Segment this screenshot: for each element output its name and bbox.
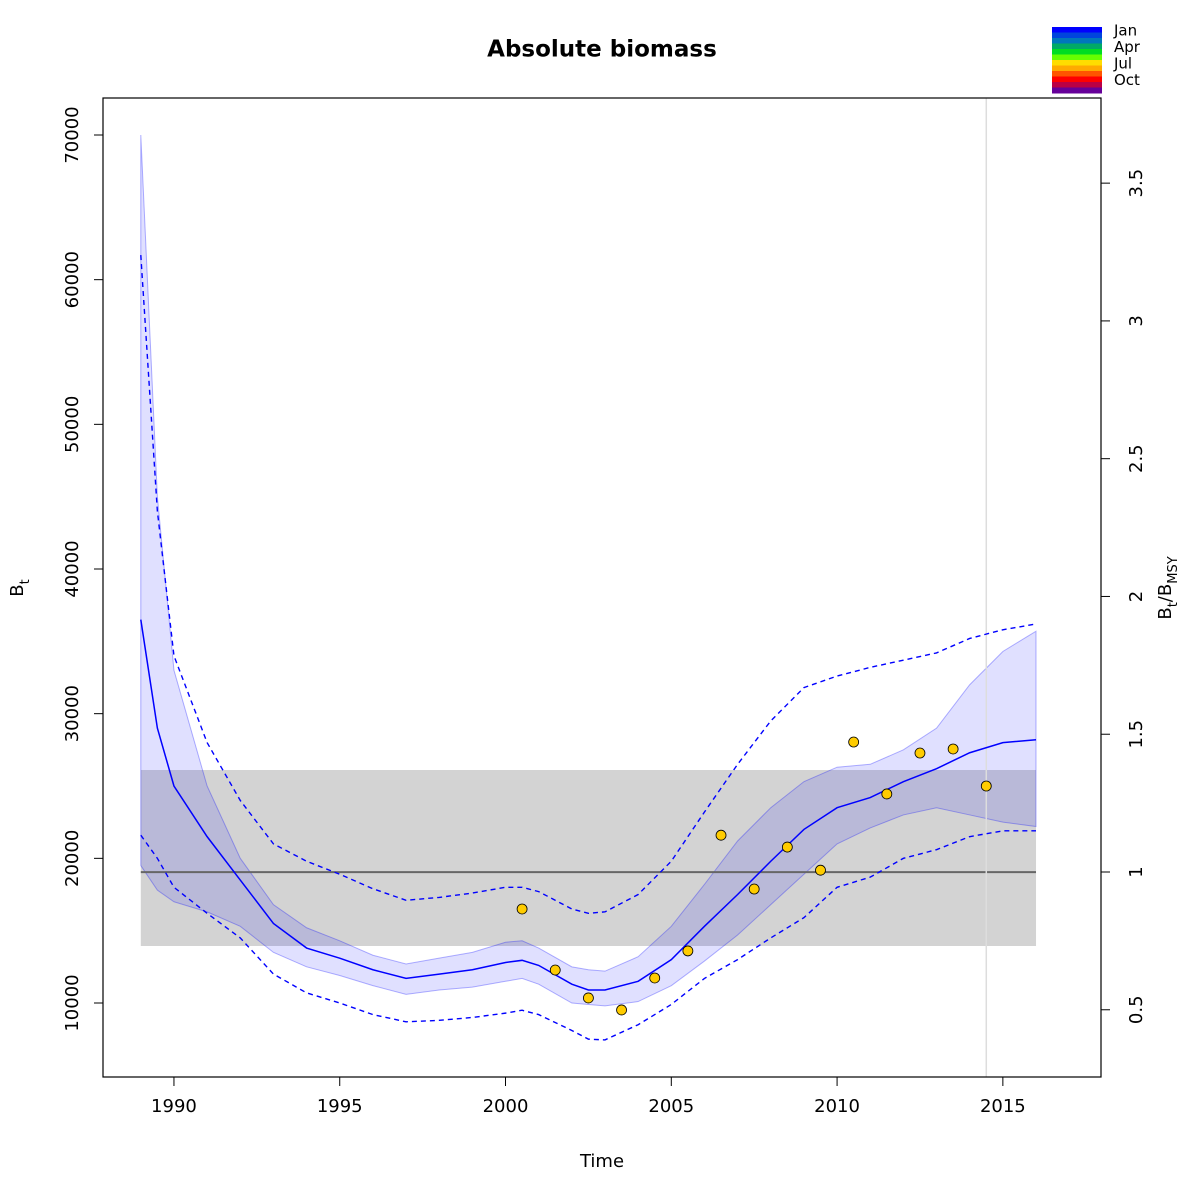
y2-tick-label: 2 — [1126, 591, 1147, 602]
y2-axis-label-part: MSY — [1166, 556, 1181, 583]
ci-band — [140, 134, 1037, 1007]
legend-swatch — [1052, 60, 1102, 66]
observation — [682, 945, 694, 957]
x-tick-label: 2005 — [648, 1096, 694, 1117]
y2-tick-label: 0.5 — [1126, 995, 1147, 1024]
observation — [715, 829, 727, 841]
y2-tick-label: 1.5 — [1126, 720, 1147, 749]
y2-tick-label: 1 — [1126, 866, 1147, 877]
x-axis-label: Time — [579, 1151, 624, 1172]
legend-swatch — [1052, 38, 1102, 44]
legend-swatch — [1052, 27, 1102, 33]
y-tick-label: 10000 — [62, 974, 83, 1031]
chart-title: Absolute biomass — [487, 37, 717, 63]
observation — [649, 972, 661, 984]
y2-axis-label-part: B — [1155, 607, 1176, 619]
y-tick-label: 70000 — [62, 106, 83, 163]
plot-frame — [102, 97, 1102, 1078]
y2-axis-label-part: t — [1166, 602, 1181, 607]
legend-label: Apr — [1114, 38, 1141, 56]
y2-tick-label: 3.5 — [1126, 169, 1147, 198]
dashed-upper — [140, 255, 1037, 915]
y2-tick-label: 2.5 — [1126, 444, 1147, 473]
observation — [516, 903, 528, 915]
legend-swatch — [1052, 54, 1102, 61]
legend-swatch — [1052, 82, 1102, 88]
x-tick-label: 1990 — [151, 1096, 197, 1117]
legend-swatch — [1052, 32, 1102, 39]
legend-swatch — [1052, 76, 1102, 83]
y2-axis-label: Bt/BMSY — [1155, 556, 1181, 619]
y-tick-label: 50000 — [62, 396, 83, 453]
y-axis-label: Bt — [7, 579, 33, 596]
observation — [914, 747, 926, 759]
legend-label: Oct — [1114, 71, 1140, 89]
observation — [881, 788, 893, 800]
y-tick-label: 20000 — [62, 830, 83, 887]
observation — [583, 992, 594, 1004]
y-tick-label: 30000 — [62, 685, 83, 742]
observation — [815, 864, 826, 876]
observation — [947, 743, 959, 755]
estimate-line — [140, 619, 1037, 991]
observation — [781, 841, 793, 853]
observation — [848, 736, 860, 748]
legend-swatch — [1052, 49, 1102, 55]
observation — [616, 1004, 627, 1016]
dashed-lower — [140, 830, 1037, 1041]
legend-swatch — [1052, 87, 1102, 94]
y-tick-label: 60000 — [62, 251, 83, 308]
y-tick-label: 40000 — [62, 540, 83, 597]
y2-axis-label-part: /B — [1155, 584, 1176, 602]
observation — [549, 964, 561, 976]
y-axis-label-part: B — [7, 584, 28, 596]
legend-swatch — [1052, 43, 1102, 50]
legend-swatch — [1052, 65, 1102, 72]
observation — [980, 780, 992, 792]
x-tick-label: 2015 — [980, 1096, 1026, 1117]
x-tick-label: 1995 — [317, 1096, 363, 1117]
legend-label: Jan — [1113, 22, 1137, 40]
legend-swatch — [1052, 71, 1102, 77]
observation — [748, 883, 760, 895]
x-tick-label: 2010 — [814, 1096, 860, 1117]
y-axis-label-part: t — [18, 579, 33, 584]
y2-tick-label: 3 — [1126, 315, 1147, 326]
legend-label: Jul — [1113, 55, 1132, 73]
x-tick-label: 2000 — [483, 1096, 529, 1117]
